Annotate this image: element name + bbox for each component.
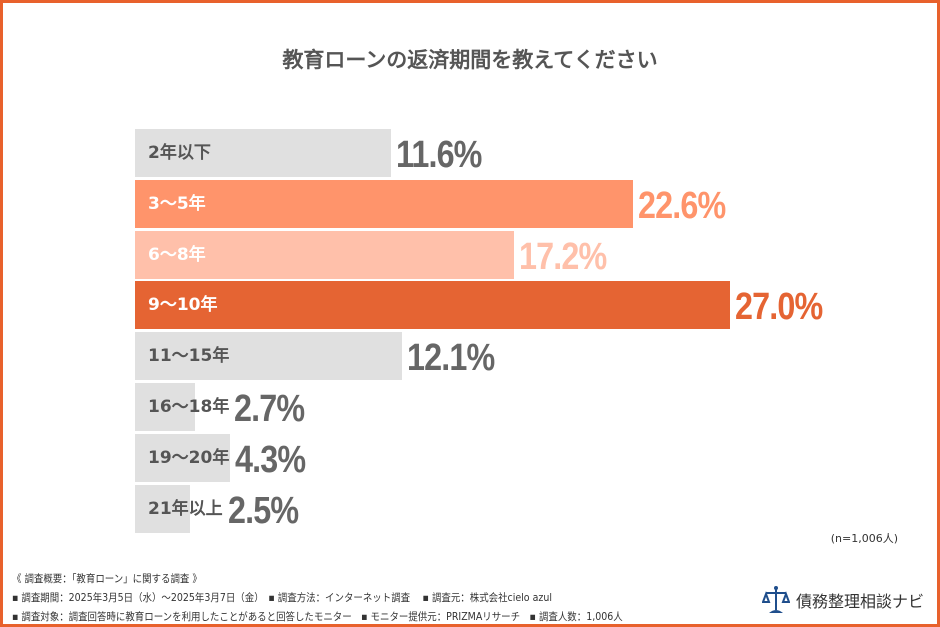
value-label: 2.7% xyxy=(234,388,305,430)
value-label: 2.5% xyxy=(227,489,299,532)
survey-note-line: 《 調査概要：「教育ローン」に関する調査 》 xyxy=(12,573,202,585)
category-label: 2年以下 xyxy=(148,143,211,163)
category-label: 19〜20年 xyxy=(148,447,230,468)
survey-note-line: ▪ 調査対象：調査回答時に教育ローンを利用したことがあると回答したモニター ▪ … xyxy=(12,611,623,623)
value-label: 4.3% xyxy=(234,438,306,481)
category-label: 3〜5年 xyxy=(148,193,206,214)
bar xyxy=(135,129,391,177)
bar xyxy=(135,281,730,330)
category-label: 9〜10年 xyxy=(148,295,218,316)
bar xyxy=(135,484,191,533)
bar xyxy=(135,230,515,279)
category-label: 21年以上 xyxy=(148,498,223,519)
scales-icon xyxy=(762,586,790,613)
category-label: 11〜15年 xyxy=(148,346,230,367)
survey-notes: 《 調査概要：「教育ローン」に関する調査 》 ▪ 調査期間：2025年3月5日（… xyxy=(12,570,623,627)
value-label: 11.6% xyxy=(395,134,482,176)
logo: 債務整理相談ナビ xyxy=(762,585,924,615)
category-label: 16〜18年 xyxy=(148,397,230,417)
bar xyxy=(135,332,402,381)
value-label: 22.6% xyxy=(638,184,726,227)
logo-text: 債務整理相談ナビ xyxy=(796,592,925,611)
value-label: 17.2% xyxy=(519,235,607,278)
value-label: 27.0% xyxy=(735,286,823,329)
chart-title: 教育ローンの返済期間を教えてください xyxy=(282,48,658,72)
bar xyxy=(135,433,230,482)
survey-note-line: ▪ 調査期間：2025年3月5日（水）〜2025年3月7日（金） ▪ 調査方法：… xyxy=(12,592,552,604)
bar xyxy=(135,179,634,228)
bar xyxy=(135,383,195,431)
sample-size-note: (n=1,006人) xyxy=(830,532,898,545)
value-label: 12.1% xyxy=(406,337,495,380)
category-label: 6〜8年 xyxy=(148,244,206,265)
bar-chart: 2年以下 11.6% 3〜5年 22.6% 6〜8年 17.2% 9〜10年 27.0% 11〜… xyxy=(135,129,823,533)
